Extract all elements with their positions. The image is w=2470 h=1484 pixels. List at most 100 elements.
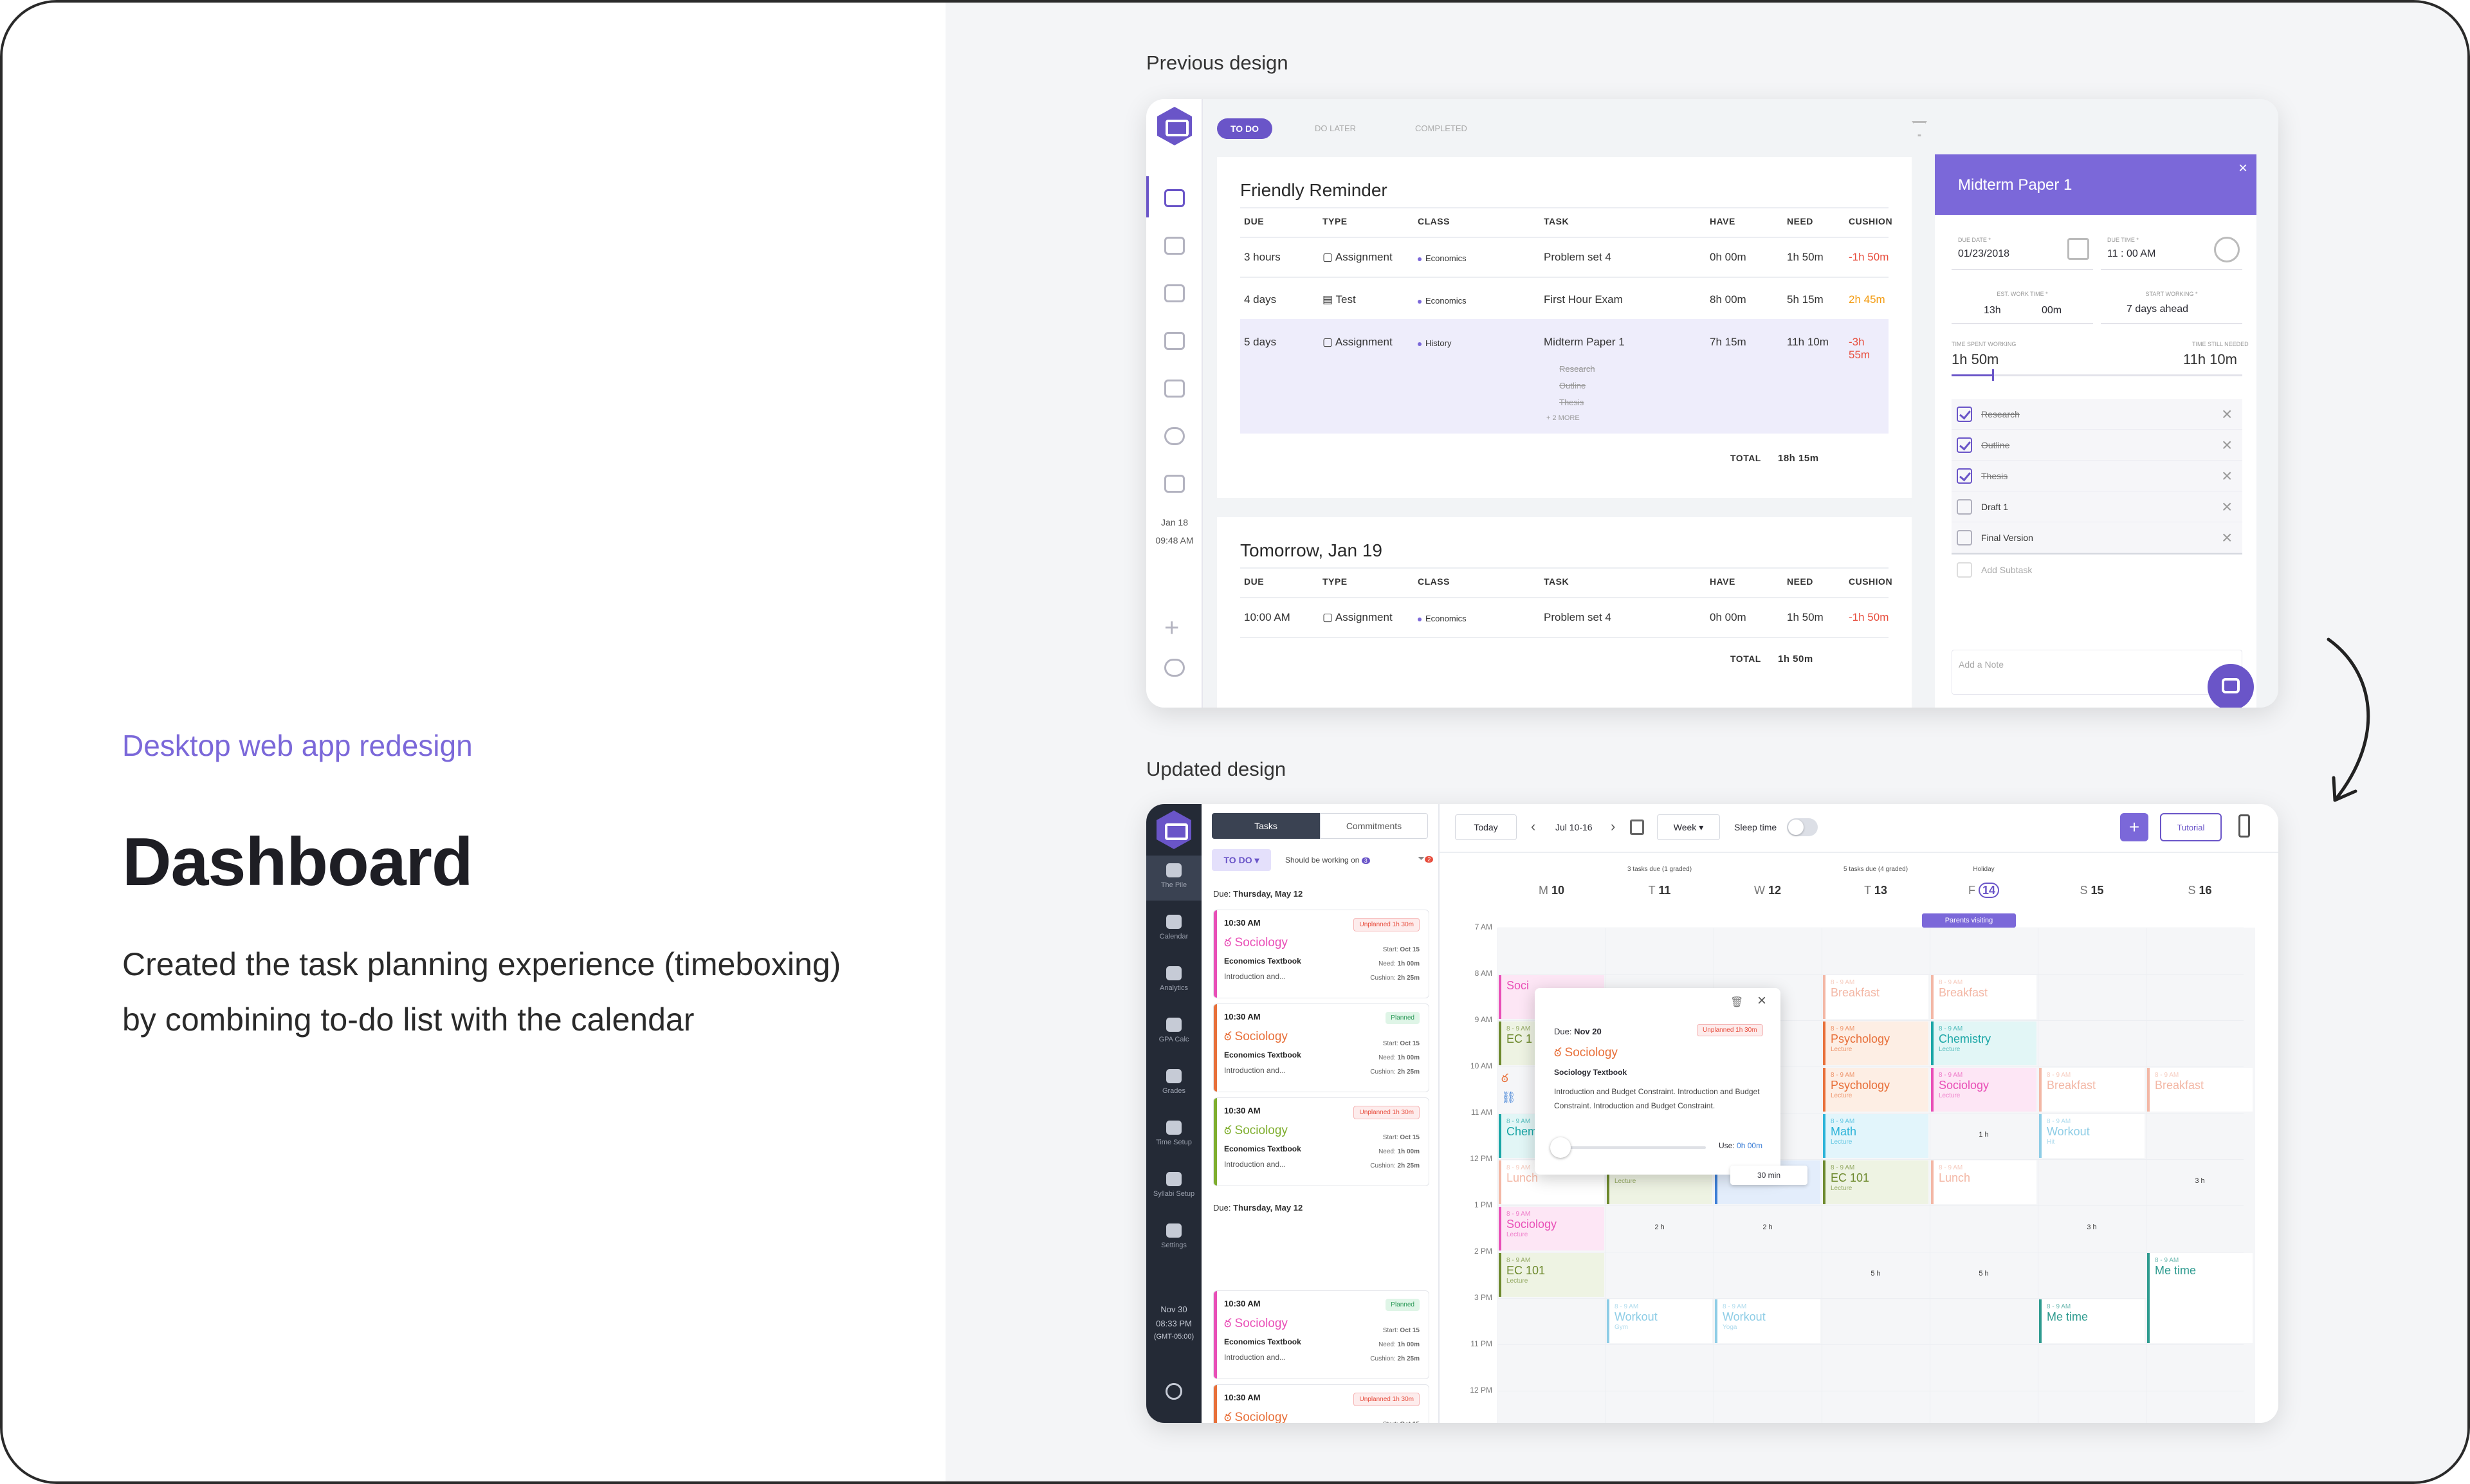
chevron-left-icon[interactable]: ‹ <box>1531 818 1536 834</box>
day-header[interactable]: S 15 <box>2038 856 2146 928</box>
calendar-icon[interactable] <box>1164 237 1185 255</box>
calendar-icon[interactable] <box>1630 820 1644 835</box>
calendar-event[interactable]: 8 - 9 AM Sociology Lecture <box>1499 1207 1604 1250</box>
calendar-event[interactable]: 8 - 9 AM Lunch <box>1499 1160 1604 1204</box>
nav-item[interactable]: The Pile <box>1146 856 1202 901</box>
use-slider[interactable] <box>1550 1137 1706 1158</box>
start-working-field[interactable]: START WORKING * 7 days ahead <box>2101 286 2242 324</box>
filter-dropdown[interactable]: TO DO ▾ <box>1212 849 1271 871</box>
remove-icon[interactable]: × <box>2222 466 2233 486</box>
day-header[interactable]: W 12 <box>1714 856 1822 928</box>
calendar-event[interactable]: 8 - 9 AM Workout Hit <box>2039 1114 2145 1158</box>
subtask-row[interactable]: Research × <box>1952 399 2242 430</box>
analytics-icon[interactable] <box>1164 284 1185 302</box>
subtask-row[interactable]: Final Version × <box>1952 522 2242 553</box>
nav-item[interactable]: Syllabi Setup <box>1146 1164 1202 1209</box>
close-icon[interactable]: × <box>2238 160 2248 177</box>
parents-visiting-badge[interactable]: Parents visiting <box>1922 913 2016 928</box>
subtask-row[interactable]: Thesis × <box>1952 461 2242 491</box>
grades-icon[interactable] <box>1164 332 1185 350</box>
calendar-event[interactable]: 8 - 9 AM Psychology Lecture <box>1823 1021 1928 1065</box>
should-working-label[interactable]: Should be working on 3 <box>1285 856 1370 865</box>
subtask-row[interactable]: Draft 1 × <box>1952 491 2242 522</box>
day-header[interactable]: M 10 <box>1497 856 1606 928</box>
tab-tasks[interactable]: Tasks <box>1212 813 1320 839</box>
checkbox[interactable] <box>1957 499 1972 515</box>
calendar-event[interactable]: 8 - 9 AM EC 101 Lecture <box>1823 1160 1928 1204</box>
calendar-event[interactable]: 8 - 9 AM Math Lecture <box>1823 1114 1928 1158</box>
calendar-event[interactable]: 8 - 9 AM Lunch <box>1931 1160 2036 1204</box>
due-time-field[interactable]: DUE TIME * 11 : 00 AM <box>2101 232 2242 270</box>
calendar-event[interactable]: 8 - 9 AM Me time <box>2147 1253 2253 1343</box>
calendar-event[interactable]: 8 - 9 AM Workout Yoga <box>1715 1299 1820 1343</box>
minutes-value[interactable]: 00m <box>2042 305 2062 316</box>
tab-completed[interactable]: COMPLETED <box>1415 124 1467 133</box>
sleep-toggle[interactable] <box>1787 818 1818 836</box>
day-header[interactable]: Holiday F 14 <box>1930 856 2038 928</box>
clock-icon[interactable] <box>1164 427 1185 445</box>
filter-icon[interactable] <box>1912 121 1927 136</box>
calendar-icon[interactable] <box>2067 238 2089 260</box>
slider-handle[interactable] <box>1550 1137 1571 1158</box>
add-button[interactable]: + <box>2120 813 2148 841</box>
clock-icon[interactable] <box>2214 237 2240 262</box>
trash-icon[interactable]: 🗑 <box>1730 997 1744 1008</box>
book-icon[interactable] <box>1164 475 1185 493</box>
gear-icon[interactable] <box>1164 659 1185 677</box>
task-card[interactable]: 10:30 AM Planned ఠ Sociology Economics Text… <box>1213 1290 1429 1379</box>
tutorial-button[interactable]: Tutorial <box>2160 813 2222 841</box>
remove-icon[interactable]: × <box>2222 404 2233 424</box>
remove-icon[interactable]: × <box>2222 497 2233 517</box>
day-header[interactable]: 3 tasks due (1 graded) T 11 <box>1606 856 1714 928</box>
calendar-event[interactable]: 8 - 9 AM Psychology Lecture <box>1823 1068 1928 1112</box>
filter-icon[interactable]: ⏷ 2 <box>1418 853 1434 864</box>
subtask-row[interactable]: Outline × <box>1952 430 2242 461</box>
add-icon[interactable]: + <box>1164 614 1180 642</box>
note-field[interactable]: Add a Note <box>1952 650 2242 695</box>
remove-icon[interactable]: × <box>2222 435 2233 455</box>
calendar-event[interactable]: 8 - 9 AM Breakfast <box>1823 975 1928 1019</box>
calendar-event[interactable]: 8 - 9 AM Chemistry Lecture <box>1931 1021 2036 1065</box>
tab-commitments[interactable]: Commitments <box>1320 813 1428 839</box>
task-card[interactable]: 10:30 AM Planned ఠ Sociology Economics Text… <box>1213 1003 1429 1092</box>
palette-icon[interactable] <box>1164 380 1185 398</box>
remove-icon[interactable]: × <box>2222 527 2233 547</box>
checkbox[interactable] <box>1957 530 1972 545</box>
chevron-right-icon[interactable]: › <box>1611 818 1616 834</box>
time-progress-handle[interactable] <box>1992 369 1995 381</box>
help-icon[interactable] <box>1166 1383 1182 1400</box>
tab-to-do[interactable]: TO DO <box>1217 118 1272 139</box>
day-header[interactable]: 5 tasks due (4 graded) T 13 <box>1822 856 1930 928</box>
table-row-selected[interactable]: 5 days ▢ Assignment History Midterm Pape… <box>1240 319 1889 434</box>
calendar-event[interactable]: 8 - 9 AM EC 101 Lecture <box>1499 1253 1604 1297</box>
add-subtask-row[interactable]: Add Subtask <box>1952 553 2242 584</box>
day-header[interactable]: S 16 <box>2146 856 2254 928</box>
calendar-event[interactable]: 8 - 9 AM Breakfast <box>2147 1068 2253 1112</box>
calendar-event[interactable]: 8 - 9 AM Me time <box>2039 1299 2145 1343</box>
calendar-event[interactable]: 8 - 9 AM Sociology Lecture <box>1931 1068 2036 1112</box>
hours-value[interactable]: 13h <box>1984 305 2001 316</box>
nav-item[interactable]: Grades <box>1146 1061 1202 1106</box>
calendar-event[interactable]: 8 - 9 AM Breakfast <box>2039 1068 2145 1112</box>
checkbox[interactable] <box>1957 407 1972 422</box>
calendar-event[interactable]: 8 - 9 AM Breakfast <box>1931 975 2036 1019</box>
close-icon[interactable]: × <box>1757 992 1767 1009</box>
more-link[interactable]: + 2 MORE <box>1546 414 1580 422</box>
nav-item[interactable]: GPA Calc <box>1146 1010 1202 1055</box>
nav-item[interactable]: Time Setup <box>1146 1113 1202 1158</box>
pile-icon[interactable] <box>1164 189 1185 207</box>
chat-bubble-icon[interactable] <box>2208 664 2254 708</box>
tab-do-later[interactable]: DO LATER <box>1315 124 1357 133</box>
mobile-icon[interactable] <box>2238 814 2250 838</box>
link-icon[interactable]: ⛓ <box>1501 1091 1516 1104</box>
est-work-field[interactable]: EST. WORK TIME * 13h 00m <box>1952 286 2093 324</box>
calendar-event[interactable]: 8 - 9 AM Workout Gym <box>1607 1299 1712 1343</box>
nav-item[interactable]: Calendar <box>1146 907 1202 952</box>
today-button[interactable]: Today <box>1455 814 1517 840</box>
due-date-field[interactable]: DUE DATE * 01/23/2018 <box>1952 232 2093 270</box>
checkbox[interactable] <box>1957 437 1972 453</box>
checkbox[interactable] <box>1957 468 1972 484</box>
